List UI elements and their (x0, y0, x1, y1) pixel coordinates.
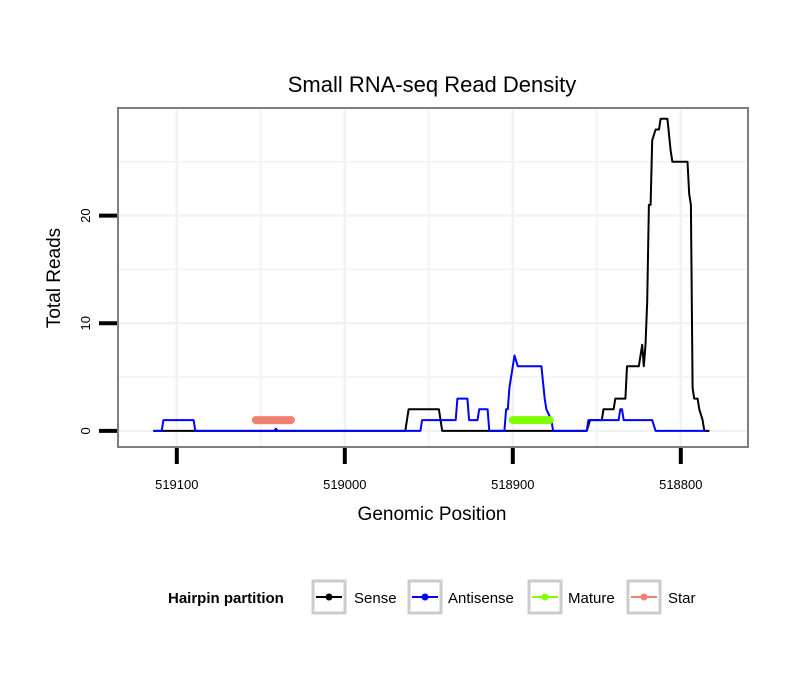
legend-title: Hairpin partition (168, 590, 284, 607)
legend-label: Mature (568, 590, 615, 607)
plot-panel (118, 108, 748, 447)
legend-item-star: Star (626, 579, 696, 615)
x-axis-title: Genomic Position (358, 504, 507, 525)
grid (118, 108, 748, 447)
legend-label: Sense (354, 590, 397, 607)
plot-border (117, 107, 749, 448)
series-layer (153, 117, 710, 432)
x-tick-label: 519100 (155, 477, 198, 492)
y-tick-label: 0 (78, 427, 93, 434)
x-tick-label: 519000 (323, 477, 366, 492)
series-line-antisense (153, 354, 706, 432)
legend-item-sense: Sense (311, 579, 397, 615)
legend-key-point (541, 593, 549, 601)
legend-label: Antisense (448, 590, 514, 607)
chart-title: Small RNA-seq Read Density (288, 72, 577, 97)
legend-key-point (421, 593, 429, 601)
y-axis: 0 10 20 (78, 208, 117, 434)
y-tick-label: 10 (78, 316, 93, 330)
legend-entries: Sense Antisense Mature Star (311, 579, 696, 615)
legend-key-point (640, 593, 648, 601)
x-axis: 519100 519000 518900 518800 (155, 448, 702, 492)
y-axis-title: Total Reads (44, 228, 65, 328)
legend-item-antisense: Antisense (407, 579, 514, 615)
x-tick-label: 518800 (659, 477, 702, 492)
y-tick-label: 20 (78, 208, 93, 222)
legend: Hairpin partition Sense Antisense Mature St… (168, 579, 696, 615)
legend-item-mature: Mature (527, 579, 615, 615)
x-tick-label: 518900 (491, 477, 534, 492)
legend-label: Star (668, 590, 696, 607)
legend-key-point (325, 593, 333, 601)
